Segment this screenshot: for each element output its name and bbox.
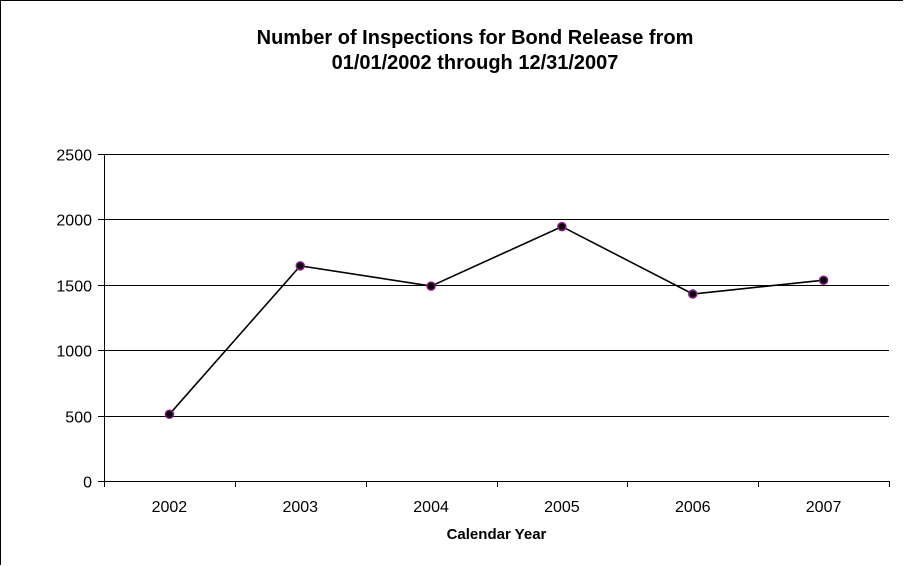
data-point — [426, 281, 436, 291]
data-point — [295, 261, 305, 271]
chart-title-line-2: 01/01/2002 through 12/31/2007 — [331, 52, 619, 74]
x-tick-label: 2003 — [282, 499, 318, 516]
y-tick-label: 1000 — [56, 344, 92, 361]
data-point — [688, 289, 698, 299]
series-line — [168, 225, 824, 415]
chart-title: Number of Inspections for Bond Release f… — [60, 26, 890, 76]
x-tick-label: 2002 — [152, 499, 188, 516]
y-tick-label: 2500 — [56, 148, 92, 165]
y-tick-label: 0 — [83, 475, 92, 492]
chart-title-line-1: Number of Inspections for Bond Release f… — [256, 27, 694, 49]
x-tick-label: 2004 — [413, 499, 449, 516]
data-point — [164, 409, 175, 420]
data-point — [818, 275, 829, 285]
y-tick-label: 1500 — [56, 279, 92, 296]
data-point — [557, 221, 567, 232]
x-tick-label: 2006 — [675, 499, 711, 516]
x-axis-title: Calendar Year — [447, 526, 547, 543]
y-tick-label: 500 — [65, 410, 92, 427]
x-tick-label: 2007 — [806, 499, 842, 516]
x-tick-label: 2005 — [544, 499, 580, 516]
y-tick-label: 2000 — [56, 213, 92, 230]
